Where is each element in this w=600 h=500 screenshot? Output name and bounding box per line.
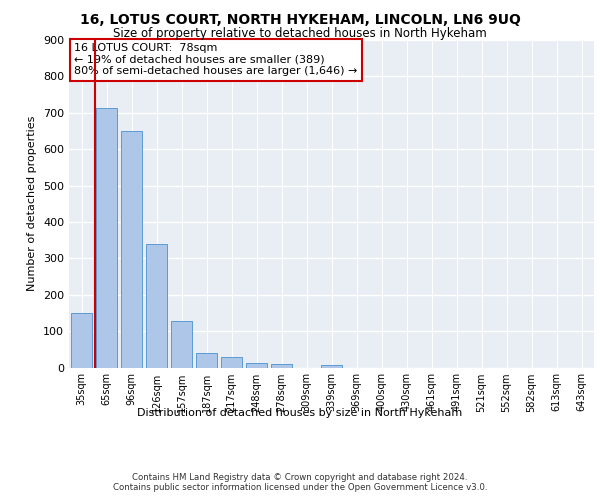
Bar [146,244,167,368]
Text: Distribution of detached houses by size in North Hykeham: Distribution of detached houses by size … [137,408,463,418]
Text: Size of property relative to detached houses in North Hykeham: Size of property relative to detached ho… [113,28,487,40]
Bar [196,353,217,368]
Y-axis label: Number of detached properties: Number of detached properties [28,116,37,292]
Bar [96,108,117,368]
Text: Contains HM Land Registry data © Crown copyright and database right 2024.
Contai: Contains HM Land Registry data © Crown c… [113,473,487,492]
Bar [321,364,342,368]
Text: 16, LOTUS COURT, NORTH HYKEHAM, LINCOLN, LN6 9UQ: 16, LOTUS COURT, NORTH HYKEHAM, LINCOLN,… [80,12,520,26]
Bar [171,321,192,368]
Bar [271,364,292,368]
Bar [221,356,242,368]
Bar [121,131,142,368]
Bar [71,313,92,368]
Text: 16 LOTUS COURT:  78sqm
← 19% of detached houses are smaller (389)
80% of semi-de: 16 LOTUS COURT: 78sqm ← 19% of detached … [74,44,358,76]
Bar [246,363,267,368]
